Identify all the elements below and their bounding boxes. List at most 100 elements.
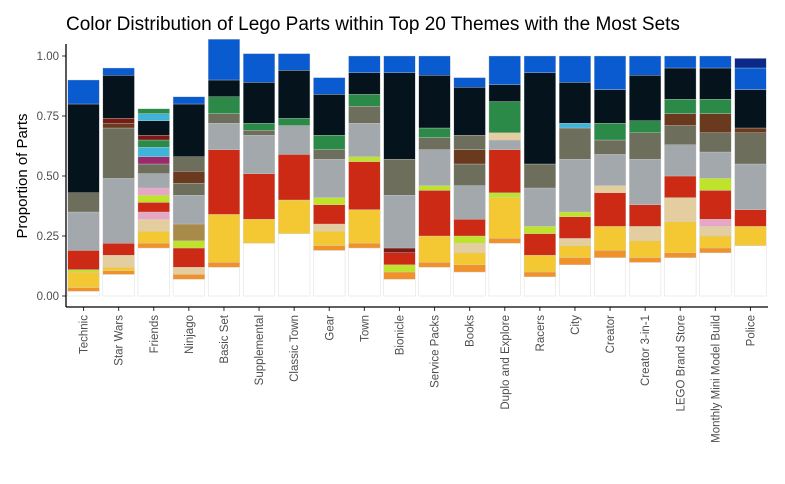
bar-segment-yellow [102,267,135,271]
x-tick-label: Ninjago [184,315,196,354]
bar-segment-yellow [67,271,100,288]
bar-segment-dark-gray [523,163,556,189]
bar-segment-orange [418,262,451,268]
bar-segment-blue [67,79,100,105]
bar-segment-gray [453,185,486,220]
chart-title: Color Distribution of Lego Parts within … [66,14,680,35]
x-tick-label: Duplo and Explore [500,315,512,410]
bar-segment-blue [523,55,556,73]
bar-stack [523,55,556,297]
bar-segment-tan [102,255,135,268]
bar-segment-blue [172,96,205,105]
bar-segment-yellow [558,245,591,258]
bar-segment-black [207,79,240,97]
bar-segment-pink [699,219,732,227]
bar-segment-blue [243,53,276,83]
bar-segment-blue [558,55,591,83]
x-tick-label: Creator 3-in-1 [640,315,652,386]
bar-segment-red [488,149,521,193]
bar-segment-green [137,108,170,114]
bar-segment-orange [137,243,170,249]
bar-segment-brown [453,149,486,165]
bar-segment-green [699,99,732,114]
bar-stack [734,58,767,297]
x-tick-label: Basic Set [219,314,231,363]
bar-segment-blue [629,55,662,76]
bar-stack [418,55,451,297]
bar-stack [383,55,416,297]
bar-stack [348,55,381,297]
bar-segment-lime [67,269,100,273]
bar-segment-tan [137,219,170,232]
bar-segment-green [594,123,627,141]
bar-segment-blue [594,55,627,90]
y-tick-label: 0.50 [37,171,59,183]
bar-segment-gray [734,163,767,210]
bar-segment-gray [207,123,240,150]
bar-segment-yellow [523,255,556,273]
bar-segment-blue [488,55,521,85]
bar-segment-dark-gray [137,163,170,174]
x-tick-label: Bionicle [394,315,406,355]
bar-segment-dark-gray [383,159,416,196]
bar-segment-black [243,82,276,124]
bar-segment-yellow [243,219,276,244]
bar-segment-yellow [453,252,486,265]
bar-segment-black [699,67,732,100]
bar-segment-blue [664,55,697,69]
x-tick-label: Books [465,315,477,347]
bar-segment-lime [137,195,170,203]
bar-segment-black [172,103,205,157]
bar-segment-orange [172,274,205,280]
bar-segment-yellow [664,221,697,253]
bar-segment-brown [699,113,732,133]
bar-segment-gray [558,159,591,213]
x-tick-label: Police [745,315,757,346]
bar-segment-orange [207,262,240,268]
bar-stack [243,53,276,297]
bar-segment-black [102,75,135,119]
bar-segment-dark-gray [102,127,135,179]
bar-segment-green [207,96,240,114]
bar-segment-green [629,120,662,133]
bar-segment-lime [313,197,346,205]
bar-segment-gray [594,154,627,186]
bar-segment-dark-red [137,135,170,141]
bar-segment-orange [67,287,100,292]
bar-segment-yellow [207,214,240,263]
bar-stack [172,96,205,297]
bar-segment-white [102,274,135,297]
bar-segment-white [67,291,100,297]
bar-segment-tan [313,223,346,232]
bar-segment-black [67,103,100,193]
bar-segment-dark-tan [172,223,205,241]
bar-segment-gray [313,159,346,198]
bar-segment-black [313,94,346,136]
bar-segment-lime [523,226,556,234]
bar-segment-dark-gray [67,192,100,213]
bar-segment-blue [383,55,416,73]
bar-segment-yellow [699,235,732,249]
bar-segment-brown [664,113,697,126]
bar-segment-dark-gray [453,163,486,186]
bar-segment-dark-gray [207,113,240,124]
bar-stack [488,55,521,297]
bar-segment-brown [172,171,205,184]
bar-segment-black [348,72,381,95]
bar-segment-orange [558,257,591,265]
bar-segment-blue [207,39,240,81]
bar-stack [278,53,311,297]
x-tick-label: Monthly Mini Model Build [710,315,722,443]
axes: Technic Star Wars Friends Ninjago Basic Set S… [37,44,768,443]
bar-stack [137,108,170,297]
bar-segment-black [664,67,697,100]
bar-segment-tan [664,197,697,222]
bar-segment-gray [629,159,662,205]
bar-segment-lime [348,156,381,162]
bar-segment-white [418,267,451,297]
bar-segment-white [172,279,205,297]
bar-segment-white [453,271,486,297]
bar-segment-pink [137,187,170,196]
bar-segment-yellow [629,240,662,258]
bar-segment-black [453,87,486,136]
